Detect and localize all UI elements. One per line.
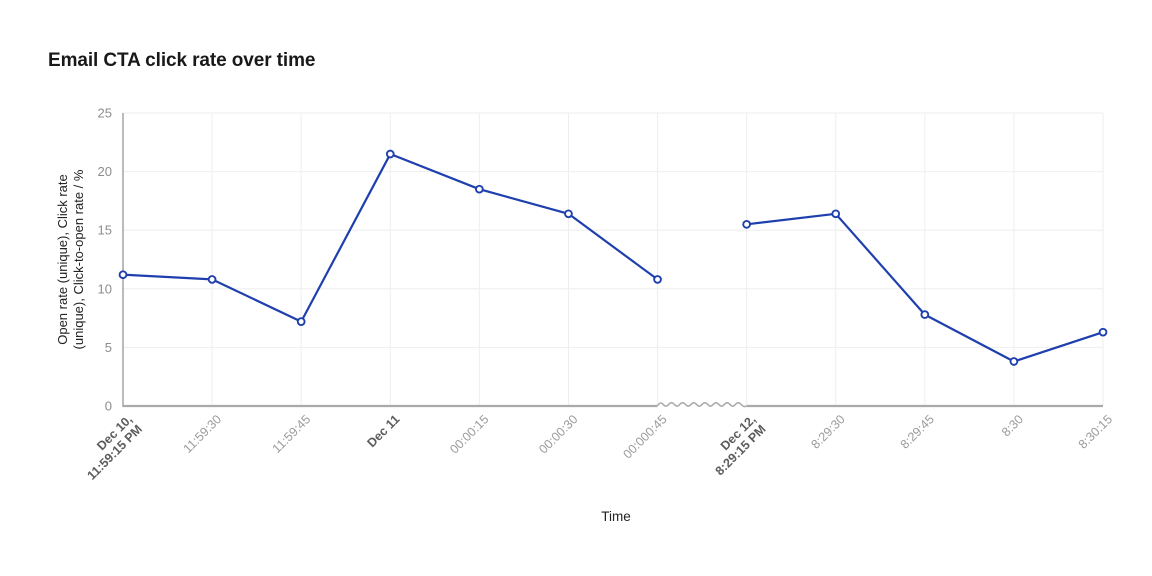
data-point-marker[interactable] bbox=[742, 219, 751, 229]
data-point-marker[interactable] bbox=[207, 275, 217, 284]
x-tick-label: 11:59:45 bbox=[270, 412, 314, 456]
y-tick-label: 5 bbox=[105, 340, 112, 355]
x-tick-label: Dec 11 bbox=[364, 412, 402, 450]
data-point-marker[interactable] bbox=[653, 275, 662, 284]
chart-title: Email CTA click rate over time bbox=[48, 50, 316, 71]
data-point-marker[interactable] bbox=[118, 270, 128, 280]
x-tick-label: 8:29:45 bbox=[898, 412, 937, 451]
data-point-marker[interactable] bbox=[385, 149, 395, 159]
x-tick-label: 8:30 bbox=[999, 412, 1026, 439]
x-axis-title: Time bbox=[601, 509, 631, 524]
y-tick-label: 10 bbox=[98, 281, 112, 296]
y-tick-label: 15 bbox=[98, 223, 112, 238]
data-point-marker[interactable] bbox=[1009, 357, 1019, 366]
x-tick-label: 8:29:30 bbox=[808, 412, 847, 451]
y-tick-label: 20 bbox=[98, 164, 112, 179]
axis-break-squiggle bbox=[656, 401, 748, 408]
data-point-marker[interactable] bbox=[831, 209, 841, 219]
data-point-marker[interactable] bbox=[475, 184, 484, 194]
y-axis-title: Open rate (unique), Click rate(unique), … bbox=[55, 169, 86, 349]
data-point-marker[interactable] bbox=[1098, 327, 1108, 337]
x-tick-label: Dec 12,8:29:15 PM bbox=[703, 412, 769, 478]
data-point-marker[interactable] bbox=[920, 310, 930, 319]
x-tick-label: Dec 10,11:59:15 PM bbox=[75, 412, 145, 482]
data-point-marker[interactable] bbox=[296, 317, 306, 326]
x-tick-label: 00:00:15 bbox=[447, 412, 491, 456]
x-tick-label: 11:59:30 bbox=[181, 412, 225, 456]
y-tick-label: 25 bbox=[98, 106, 112, 121]
x-tick-label: 00:000:45 bbox=[620, 412, 669, 461]
x-tick-label: 00:00:30 bbox=[536, 412, 580, 456]
x-tick-label: 8:30:15 bbox=[1076, 412, 1115, 451]
data-point-marker[interactable] bbox=[564, 209, 573, 219]
y-tick-label: 0 bbox=[105, 399, 112, 414]
